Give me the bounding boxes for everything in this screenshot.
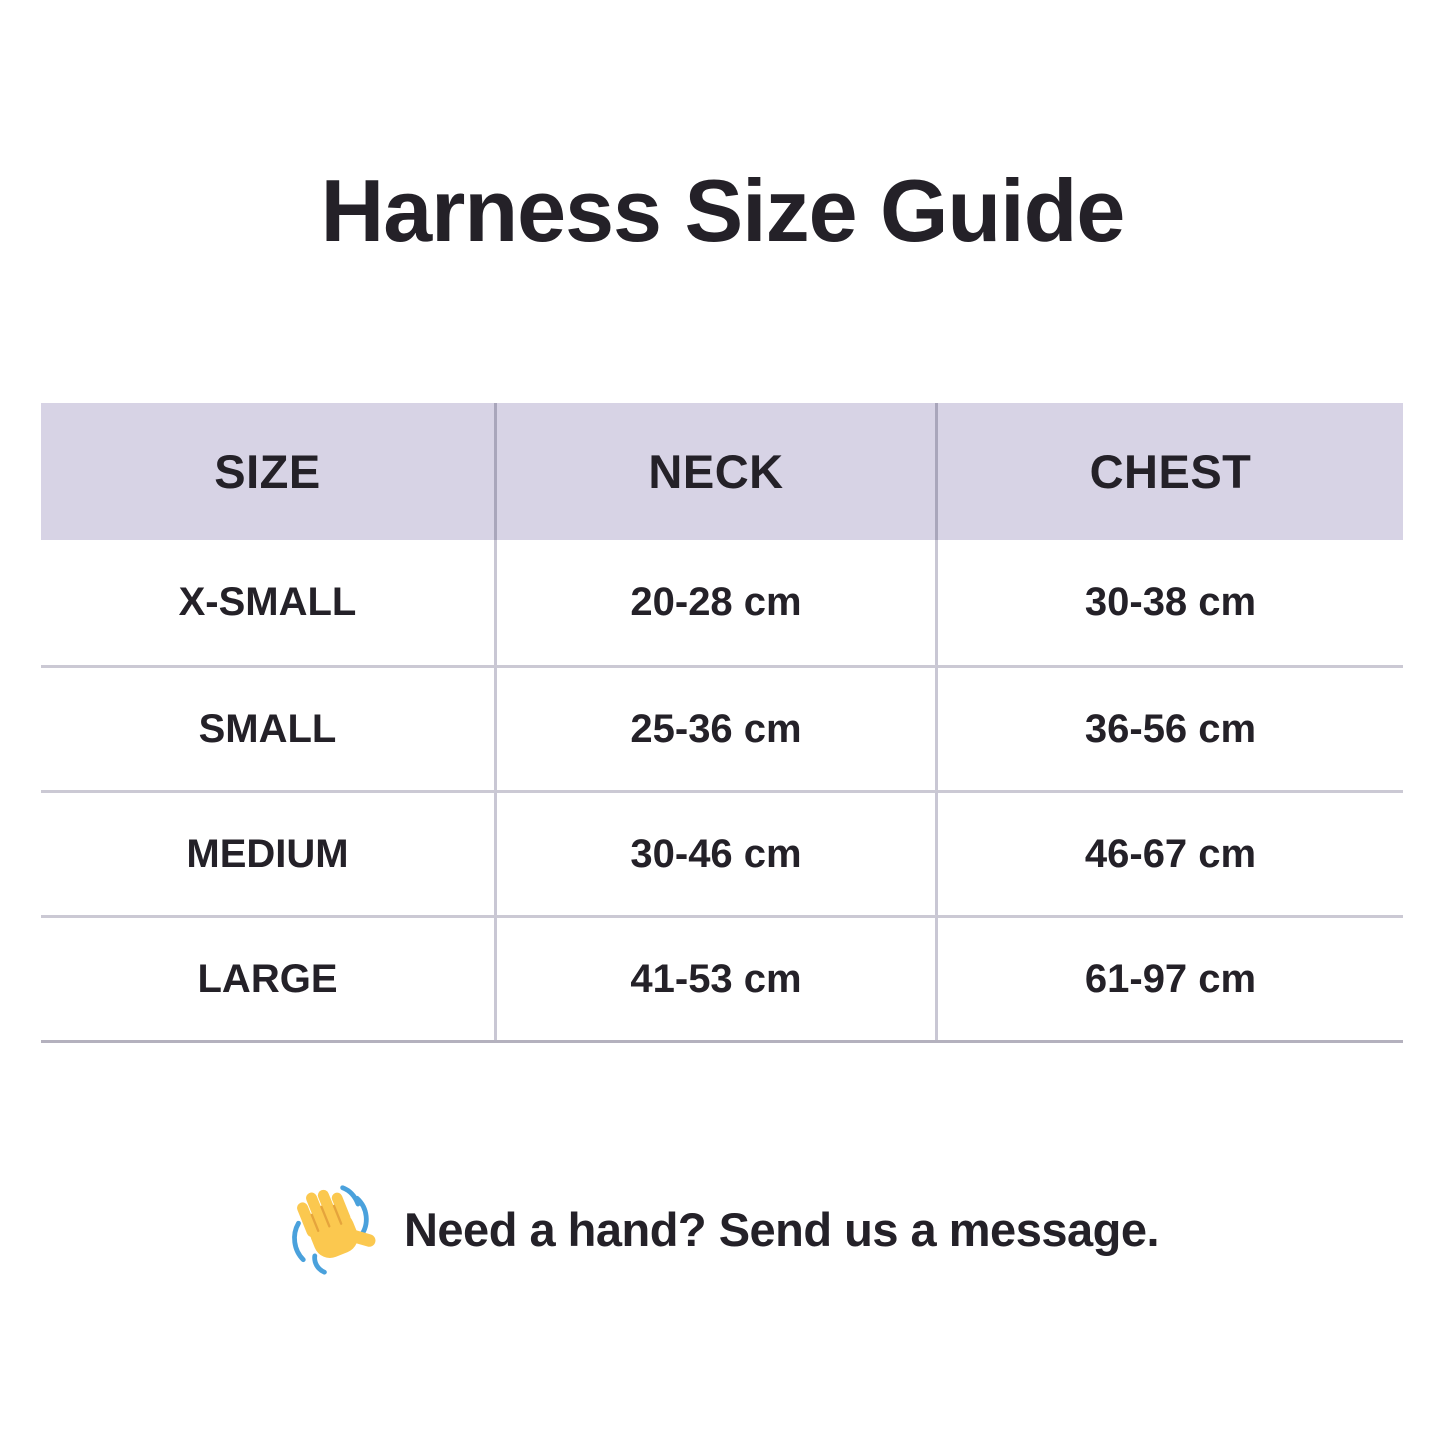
cell-chest: 30-38 cm [938,540,1403,665]
cell-size: X-SMALL [41,540,497,665]
cell-neck: 25-36 cm [497,665,938,790]
cell-size: SMALL [41,665,497,790]
header-cell-chest: CHEST [938,403,1403,540]
footer-message: Need a hand? Send us a message. [403,1202,1160,1256]
cell-neck: 41-53 cm [497,915,938,1040]
size-guide-table: SIZE NECK CHEST X-SMALL 20-28 cm 30-38 c… [41,403,1403,1043]
waving-hand-icon [292,1185,376,1275]
cell-size: MEDIUM [41,790,497,915]
header-cell-size: SIZE [41,403,497,540]
header-cell-neck: NECK [497,403,938,540]
cell-chest: 61-97 cm [938,915,1403,1040]
cell-neck: 30-46 cm [497,790,938,915]
cell-neck: 20-28 cm [497,540,938,665]
cell-chest: 46-67 cm [938,790,1403,915]
footer-help-row: Need a hand? Send us a message. [0,1172,1445,1286]
cell-size: LARGE [41,915,497,1040]
page-title: Harness Size Guide [320,161,1126,260]
cell-chest: 36-56 cm [938,665,1403,790]
